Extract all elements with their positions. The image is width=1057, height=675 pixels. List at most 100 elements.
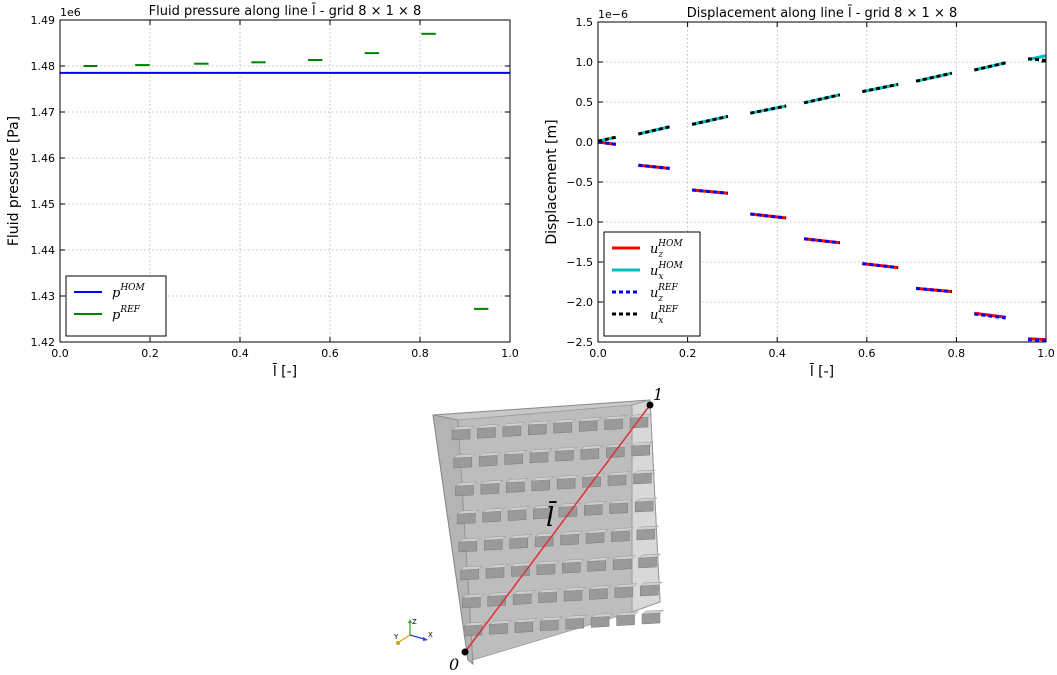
y-tick-label: 1.49 bbox=[31, 14, 56, 27]
inclusion-top bbox=[488, 620, 513, 625]
series-u-x-ref bbox=[597, 57, 1047, 143]
inclusion-block bbox=[456, 512, 476, 525]
axis-x-arrow bbox=[423, 637, 428, 641]
inclusion-block bbox=[511, 565, 530, 577]
inclusion-top bbox=[529, 448, 553, 454]
inclusion-top bbox=[481, 508, 506, 513]
inclusion-top bbox=[503, 450, 528, 455]
inclusion-block bbox=[529, 451, 549, 464]
inclusion-block bbox=[587, 560, 606, 572]
inclusion-top bbox=[637, 553, 662, 559]
axis-offset-label: 1e6 bbox=[60, 6, 81, 19]
data-segment bbox=[1028, 338, 1047, 342]
inclusion-top bbox=[580, 445, 604, 450]
x-tick-label: 0.4 bbox=[768, 347, 786, 360]
y-tick-label: 1.43 bbox=[31, 290, 56, 303]
y-tick-label: 1.47 bbox=[31, 106, 56, 119]
inclusion-top bbox=[634, 497, 658, 503]
y-tick-label: 1.44 bbox=[31, 244, 56, 257]
data-segment bbox=[750, 104, 787, 115]
x-tick-label: 0.8 bbox=[411, 347, 429, 360]
inclusion-top bbox=[565, 614, 589, 620]
inclusion-block bbox=[641, 612, 661, 625]
chart-title: Displacement along line l̄ - grid 8 × 1 … bbox=[687, 6, 958, 21]
axis-z-label: Z bbox=[412, 618, 417, 626]
line-label: l̄ bbox=[546, 500, 558, 533]
specimen-diagram: 0 1 l̄ Z Y X bbox=[393, 385, 665, 674]
inclusion-top bbox=[476, 424, 501, 429]
legend-label: pREF bbox=[112, 305, 141, 323]
x-axis-label: l̄ [-] bbox=[809, 362, 834, 380]
inclusion-top bbox=[480, 480, 504, 485]
inclusion-block bbox=[458, 540, 478, 553]
data-segment bbox=[862, 82, 899, 94]
start-point bbox=[461, 648, 469, 656]
inclusion-top bbox=[510, 562, 535, 567]
y-tick-label: 0.5 bbox=[576, 96, 594, 109]
inclusion-top bbox=[456, 509, 480, 515]
inclusion-top bbox=[461, 593, 485, 599]
inclusion-top bbox=[632, 469, 657, 475]
axis-y-label: Y bbox=[393, 633, 399, 641]
data-segment bbox=[750, 212, 787, 220]
inclusion-block bbox=[509, 537, 528, 549]
inclusion-top bbox=[590, 613, 614, 618]
inclusion-block bbox=[580, 448, 600, 460]
inclusion-top bbox=[578, 417, 602, 422]
plot-frame bbox=[59, 19, 511, 343]
inclusion-block bbox=[638, 556, 657, 569]
inclusion-top bbox=[553, 418, 577, 424]
data-segment bbox=[803, 237, 841, 245]
y-tick-label: −1.5 bbox=[566, 256, 593, 269]
inclusion-top bbox=[505, 478, 529, 483]
inclusion-top bbox=[458, 537, 482, 543]
y-axis-label: Displacement [m] bbox=[544, 119, 560, 244]
series-u-x-hom bbox=[597, 54, 1047, 143]
axis-x-line bbox=[409, 634, 425, 640]
inclusion-top bbox=[536, 560, 560, 566]
data-segment bbox=[974, 312, 1006, 320]
legend-label: uxHOM bbox=[650, 261, 684, 282]
axis-offset-label: 1e−6 bbox=[598, 8, 628, 21]
data-segment bbox=[637, 125, 671, 136]
data-segment bbox=[691, 188, 729, 195]
inclusion-top bbox=[603, 415, 628, 420]
inclusion-block bbox=[480, 483, 500, 495]
inclusion-top bbox=[451, 425, 475, 431]
end-label: 1 bbox=[653, 385, 663, 404]
legend-label: uzREF bbox=[650, 283, 678, 304]
x-tick-label: 0.0 bbox=[51, 347, 69, 360]
series-u-z-ref bbox=[597, 140, 1047, 342]
inclusion-top bbox=[459, 565, 484, 571]
x-tick-label: 1.0 bbox=[1037, 347, 1055, 360]
inclusion-block bbox=[634, 500, 654, 513]
inclusion-block bbox=[538, 591, 557, 604]
y-tick-label: 1.5 bbox=[576, 16, 594, 29]
inclusion-block bbox=[482, 511, 501, 523]
inclusion-top bbox=[478, 452, 502, 457]
inclusion-top bbox=[563, 586, 587, 592]
y-tick-label: 1.42 bbox=[31, 336, 56, 349]
inclusion-block bbox=[604, 418, 623, 430]
inclusion-top bbox=[607, 471, 631, 476]
data-segment bbox=[862, 262, 899, 270]
inclusion-top bbox=[512, 590, 536, 595]
y-tick-label: −2.5 bbox=[566, 336, 593, 349]
x-tick-label: 0.2 bbox=[141, 347, 159, 360]
data-segment bbox=[1027, 57, 1047, 62]
inclusion-block bbox=[502, 425, 522, 437]
inclusion-top bbox=[588, 585, 613, 590]
inclusion-block bbox=[607, 474, 627, 486]
inclusion-block bbox=[507, 509, 527, 521]
inclusion-block bbox=[451, 428, 471, 441]
inclusion-block bbox=[555, 449, 574, 462]
inclusion-block bbox=[478, 455, 498, 467]
x-tick-label: 0.8 bbox=[948, 347, 966, 360]
inclusion-top bbox=[514, 618, 538, 623]
y-tick-label: 1.46 bbox=[31, 152, 56, 165]
axis-y-arrow bbox=[396, 641, 400, 645]
y-tick-label: −2.0 bbox=[566, 296, 593, 309]
inclusion-block bbox=[528, 423, 547, 436]
y-tick-label: 1.45 bbox=[31, 198, 56, 211]
legend-label: uzHOM bbox=[650, 239, 683, 260]
